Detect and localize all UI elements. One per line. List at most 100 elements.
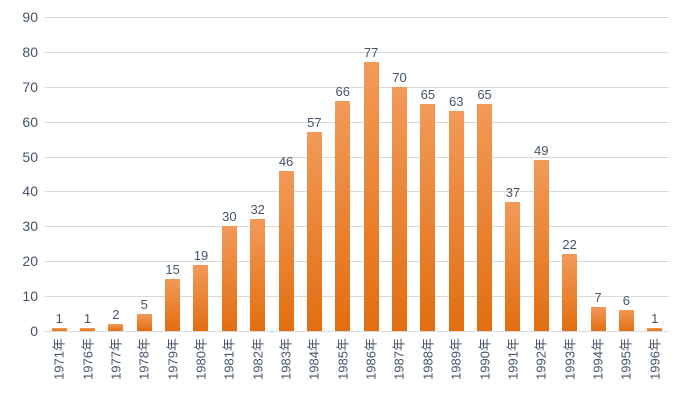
- bar-column: 66: [329, 17, 357, 331]
- bar-column: 65: [470, 17, 498, 331]
- x-tick-cell: 1971年: [45, 338, 73, 402]
- bar-column: 22: [555, 17, 583, 331]
- x-tick-label: 1982年: [250, 338, 266, 380]
- bar-value-label: 6: [622, 293, 630, 309]
- bar-column: 77: [357, 17, 385, 331]
- y-tick-label: 60: [22, 113, 38, 130]
- x-tick-label: 1978年: [136, 338, 152, 380]
- bar-value-label: 49: [534, 143, 549, 159]
- x-tick-cell: 1991年: [499, 338, 527, 402]
- gridline: [45, 17, 669, 18]
- x-tick-label: 1986年: [363, 338, 379, 380]
- bar-value-label: 65: [420, 87, 436, 103]
- y-tick-label: 0: [30, 323, 38, 339]
- x-tick-cell: 1982年: [244, 338, 272, 402]
- x-tick-label: 1988年: [420, 338, 436, 380]
- bar: [250, 219, 266, 331]
- bar: [505, 201, 521, 331]
- bar-value-label: 37: [505, 184, 521, 200]
- bar: [108, 324, 124, 331]
- x-axis: 1971年 1976年 1977年 1978年 1979年 1980年 1981年 1982年…: [45, 338, 669, 402]
- y-axis: 0 10 20 30 40 50 60 70 80 90: [0, 10, 38, 338]
- x-tick-cell: 1989年: [442, 338, 470, 402]
- bar-series: 1 1 2 5 15 19 30 32 46 57 66 77 70 65 63 65 37 49 22 7 6 1: [45, 17, 669, 331]
- y-tick-label: 10: [22, 288, 38, 305]
- x-tick-cell: 1983年: [272, 338, 300, 402]
- x-tick-cell: 1985年: [329, 338, 357, 402]
- bar-value-label: 7: [594, 289, 602, 305]
- gridline: [45, 86, 669, 88]
- bar: [562, 254, 578, 331]
- bar-column: 37: [499, 17, 527, 331]
- x-tick-label: 1996年: [647, 338, 663, 380]
- bar-value-label: 19: [193, 247, 209, 263]
- gridline: [45, 261, 669, 263]
- x-tick-label: 1987年: [391, 338, 407, 380]
- bar: [363, 62, 379, 331]
- bar: [306, 132, 322, 331]
- x-tick-label: 1994年: [590, 338, 606, 380]
- bar-column: 32: [244, 17, 272, 331]
- gridline: [45, 121, 669, 123]
- bar: [80, 327, 96, 331]
- y-tick-label: 90: [22, 9, 38, 25]
- bar-value-label: 77: [363, 45, 379, 61]
- bar-column: 70: [385, 17, 413, 331]
- bar-column: 49: [527, 17, 555, 331]
- bar: [221, 226, 237, 331]
- bar: [335, 100, 351, 331]
- bar-value-label: 65: [477, 87, 492, 103]
- bar: [193, 264, 209, 331]
- x-tick-label: 1983年: [278, 338, 294, 380]
- bar: [618, 310, 634, 331]
- x-tick-label: 1995年: [618, 338, 634, 380]
- bar-column: 6: [612, 17, 640, 331]
- bar-column: 65: [414, 17, 442, 331]
- y-tick-label: 50: [22, 148, 38, 165]
- bar-column: 1: [641, 17, 669, 331]
- x-tick-cell: 1996年: [641, 338, 669, 402]
- x-tick-label: 1980年: [193, 338, 209, 380]
- bar: [51, 327, 67, 331]
- bar-value-label: 32: [250, 202, 265, 218]
- x-tick-label: 1991年: [505, 338, 521, 380]
- bar-column: 63: [442, 17, 470, 331]
- x-tick-cell: 1977年: [102, 338, 130, 402]
- x-tick-cell: 1992年: [527, 338, 555, 402]
- bar: [477, 104, 493, 331]
- bar: [165, 278, 181, 331]
- x-tick-label: 1981年: [221, 338, 237, 380]
- x-tick-cell: 1978年: [130, 338, 158, 402]
- x-tick-cell: 1993年: [555, 338, 583, 402]
- x-tick-cell: 1984年: [300, 338, 328, 402]
- bar: [590, 306, 606, 331]
- bar-column: 2: [102, 17, 130, 331]
- bar: [136, 313, 152, 331]
- bar-column: 57: [300, 17, 328, 331]
- bar-column: 1: [73, 17, 101, 331]
- x-tick-cell: 1995年: [612, 338, 640, 402]
- x-tick-cell: 1980年: [187, 338, 215, 402]
- bar-value-label: 1: [651, 310, 659, 326]
- bar: [391, 86, 407, 331]
- bar-value-label: 57: [307, 115, 322, 131]
- y-tick-label: 30: [22, 218, 38, 235]
- x-tick-label: 1985年: [335, 338, 351, 380]
- plot-area: 1 1 2 5 15 19 30 32 46 57 66 77 70 65 63 65 37 49 22 7 6 1: [45, 17, 669, 332]
- bar-value-label: 22: [562, 237, 577, 253]
- gridlines: [45, 17, 669, 331]
- y-tick-label: 20: [22, 253, 38, 270]
- bar-value-label: 46: [278, 153, 294, 169]
- bar-value-label: 1: [55, 310, 63, 326]
- bar-column: 1: [45, 17, 73, 331]
- x-tick-cell: 1987年: [385, 338, 413, 402]
- x-tick-cell: 1979年: [158, 338, 186, 402]
- x-tick-cell: 1986年: [357, 338, 385, 402]
- bar-column: 30: [215, 17, 243, 331]
- x-tick-label: 1976年: [80, 338, 96, 380]
- x-tick-cell: 1994年: [584, 338, 612, 402]
- x-tick-cell: 1990年: [470, 338, 498, 402]
- bar-column: 5: [130, 17, 158, 331]
- y-tick-label: 40: [22, 183, 38, 200]
